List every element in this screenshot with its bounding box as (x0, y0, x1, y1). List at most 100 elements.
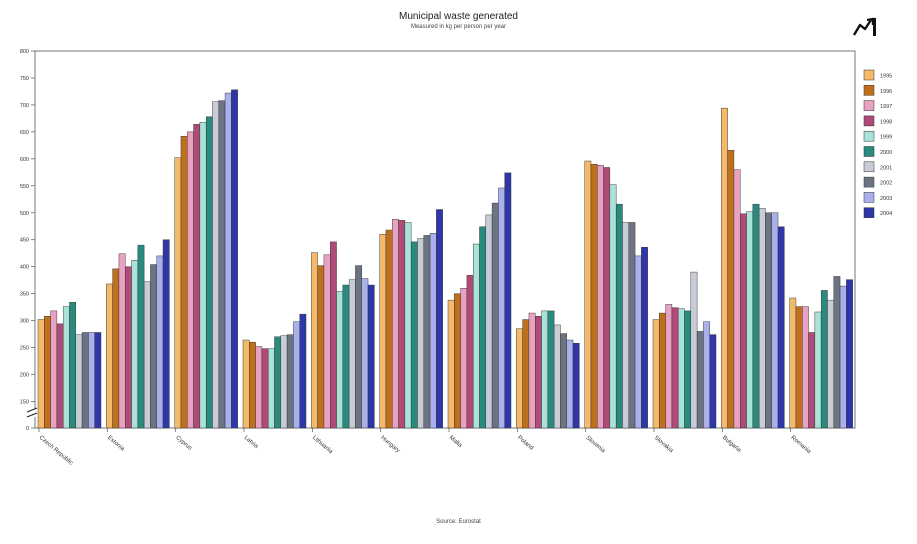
bar (846, 279, 853, 429)
bar (255, 346, 263, 429)
bar (665, 304, 673, 429)
bar (56, 323, 64, 429)
bar (286, 334, 294, 429)
bar (242, 339, 250, 429)
bar (293, 321, 300, 429)
y-tick-label: 750 (20, 76, 29, 82)
bar (69, 302, 77, 429)
bar (156, 255, 164, 429)
axis-break-mark (26, 412, 38, 418)
bar (535, 316, 542, 429)
bar (81, 332, 89, 429)
bar (516, 328, 523, 429)
bar (174, 157, 182, 429)
bar (622, 222, 629, 429)
legend-swatch (863, 192, 875, 203)
bar (765, 212, 772, 429)
bar (267, 348, 275, 429)
y-tick-label: 250 (20, 346, 29, 352)
export-icon[interactable] (852, 16, 878, 38)
bar (392, 219, 399, 429)
bar (454, 293, 461, 429)
axis-break-mark (26, 407, 38, 413)
bar (323, 254, 331, 429)
bar (355, 265, 362, 429)
bar (709, 334, 717, 429)
bar (733, 169, 741, 429)
bar (659, 312, 666, 429)
x-tick-label: Slovakia (653, 435, 675, 455)
bar (311, 252, 318, 429)
bar (212, 101, 219, 429)
bar (615, 203, 623, 429)
bar (379, 234, 387, 429)
legend-label: 2004 (880, 211, 892, 217)
bar (280, 335, 288, 429)
legend-swatch (863, 100, 875, 111)
bar (758, 208, 766, 429)
legend-swatch (863, 69, 875, 81)
bar (224, 92, 232, 429)
bar (597, 165, 604, 429)
bar (684, 310, 692, 429)
bar (472, 243, 480, 429)
x-tick-label: Lithuania (311, 435, 334, 456)
bar (727, 149, 735, 429)
bar (634, 255, 642, 429)
legend-swatch (863, 161, 875, 173)
bar (106, 283, 113, 429)
bar (740, 213, 747, 429)
bar (541, 310, 549, 429)
y-tick-label: 400 (20, 265, 29, 271)
bar (584, 160, 592, 429)
bar (553, 324, 561, 429)
bar (274, 336, 282, 429)
bar (603, 167, 611, 429)
x-tick-label: Czech Republic (38, 435, 74, 467)
bar (75, 334, 83, 429)
legend-swatch (863, 115, 875, 127)
bar (385, 229, 393, 429)
bar (752, 203, 760, 429)
legend-swatch (863, 207, 875, 218)
bar (485, 214, 493, 429)
bar (218, 100, 226, 429)
bar (317, 265, 325, 429)
bar (199, 121, 207, 429)
bar (131, 259, 139, 429)
bar (628, 222, 636, 429)
bar (590, 164, 598, 429)
chart-source: Source: Eurostat (436, 519, 481, 525)
y-tick-label: 350 (20, 292, 29, 298)
y-tick-label: 550 (20, 184, 29, 190)
bar (721, 107, 728, 429)
bar (479, 226, 487, 429)
legend-label: 2003 (880, 196, 892, 202)
bar (560, 333, 567, 429)
bar (677, 308, 685, 429)
bar (547, 310, 555, 429)
legend-swatch (863, 146, 875, 157)
bar (423, 235, 431, 429)
bar (143, 281, 151, 429)
bar (504, 172, 512, 429)
bar (94, 332, 102, 429)
bar (137, 244, 145, 429)
legend-label: 1998 (880, 119, 892, 125)
bar (125, 266, 132, 429)
bar (802, 306, 809, 429)
bar (671, 307, 679, 429)
bar (398, 220, 406, 429)
bar (839, 285, 847, 429)
bar (703, 321, 710, 429)
bar (833, 276, 841, 429)
legend-label: 2000 (880, 150, 892, 156)
x-tick-label: Latvia (243, 435, 260, 450)
x-tick-label: Slovenia (584, 435, 606, 455)
bar (696, 331, 704, 429)
bar (249, 341, 256, 429)
bar (44, 316, 51, 429)
bar (652, 319, 660, 429)
y-tick-label: 800 (20, 49, 29, 55)
